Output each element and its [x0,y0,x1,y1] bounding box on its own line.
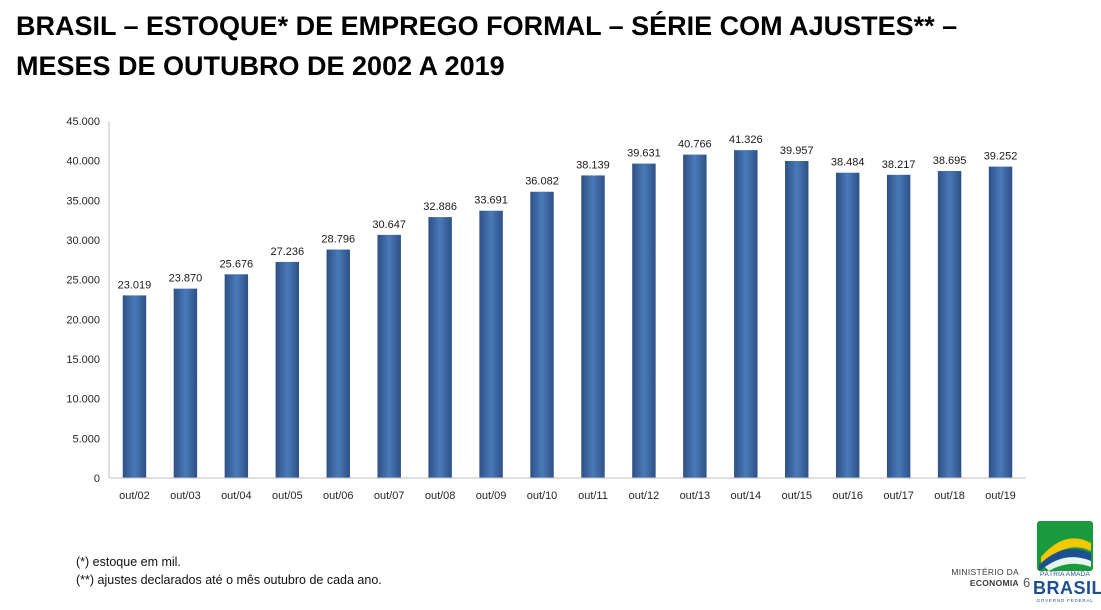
footnote-1: (*) estoque em mil. [76,555,181,569]
bar [122,295,147,478]
bar [632,163,656,479]
bar [479,210,503,478]
y-tick-label: 15.000 [66,354,100,366]
x-tick-label: out/02 [119,490,150,502]
data-label: 30.647 [372,219,406,231]
bar [988,166,1013,478]
y-tick-label: 25.000 [66,275,100,287]
brand-main-text: BRASIL [1033,578,1101,598]
brand-sub-text: GOVERNO FEDERAL [1036,598,1094,603]
x-tick-label: out/15 [781,490,812,502]
data-label: 39.631 [627,148,661,160]
y-tick-label: 0 [94,473,100,485]
data-label: 36.082 [525,176,559,188]
bar [785,161,809,478]
y-tick-label: 30.000 [66,235,100,247]
government-brand-logo: PÁTRIA AMADA BRASIL GOVERNO FEDERAL [1033,521,1101,605]
data-label: 38.695 [933,155,967,167]
x-tick-label: out/18 [934,490,965,502]
data-label: 33.691 [474,195,508,207]
x-tick-label: out/10 [527,490,558,502]
data-label: 28.796 [321,234,355,246]
data-label: 23.019 [118,279,152,291]
x-tick-label: out/13 [680,490,711,502]
x-tick-label: out/08 [425,490,456,502]
data-label: 39.252 [984,151,1018,163]
brand-flag-icon [1037,521,1093,571]
data-label: 38.217 [882,159,916,171]
data-label: 39.957 [780,145,814,157]
bar [835,172,860,478]
x-tick-label: out/05 [272,490,303,502]
x-axis: out/02 out/03 out/04 out/05 out/06 out/07 out/… [109,477,1026,502]
bar [886,174,911,478]
x-tick-label: out/06 [323,490,354,502]
y-tick-label: 5.000 [72,433,100,445]
x-tick-label: out/12 [629,490,660,502]
page-title-line-2: MESES DE OUTUBRO DE 2002 A 2019 [16,51,505,81]
x-tick-label: out/16 [832,490,863,502]
x-tick-label: out/09 [476,490,507,502]
data-label: 25.676 [220,258,254,270]
x-tick-label: out/03 [170,490,201,502]
x-tick-label: out/07 [374,490,405,502]
bar [224,274,249,478]
bar [377,234,401,478]
y-axis: 0 5.000 10.000 15.000 20.000 25.000 30.000 35.0… [66,116,110,485]
x-tick-label: out/19 [985,490,1016,502]
ministry-line-2: ECONOMIA [969,578,1019,588]
data-label: 38.139 [576,159,610,171]
bar [275,261,300,478]
x-tick-label: out/11 [578,490,608,502]
ministry-line-1: MINISTÉRIO DA [951,567,1019,577]
y-tick-label: 35.000 [66,195,100,207]
bar [428,217,452,478]
page-title: BRASIL – ESTOQUE* DE EMPREGO FORMAL – SÉ… [16,6,1086,86]
brand-top-text: PÁTRIA AMADA [1039,571,1091,578]
y-tick-label: 40.000 [66,156,100,168]
data-label: 40.766 [678,139,712,151]
bar-series [122,150,1013,479]
data-labels: 23.019 23.870 25.676 27.236 28.796 30.647 32.8… [118,134,1018,291]
y-tick-label: 45.000 [66,116,100,128]
bar [530,191,554,479]
data-label: 41.326 [729,134,763,146]
bar [683,154,707,479]
page-number: 6 [1023,575,1031,590]
footnotes: (*) estoque em mil. (**) ajustes declara… [76,553,382,589]
bar [326,249,350,478]
y-tick-label: 10.000 [66,394,100,406]
bar [734,150,758,478]
y-tick-label: 20.000 [66,314,100,326]
x-tick-label: out/04 [221,490,252,502]
data-label: 23.870 [169,273,203,285]
bar [937,171,962,479]
data-label: 32.886 [423,201,457,213]
x-tick-label: out/14 [731,490,762,502]
x-tick-label: out/17 [883,490,914,502]
ministry-logo: MINISTÉRIO DA ECONOMIA [935,567,1019,589]
bar [173,288,198,478]
footnote-2: (**) ajustes declarados até o mês outubr… [76,573,382,587]
data-label: 27.236 [270,246,304,258]
page-title-line-1: BRASIL – ESTOQUE* DE EMPREGO FORMAL – SÉ… [16,11,958,41]
bar [581,175,605,478]
data-label: 38.484 [831,157,865,169]
